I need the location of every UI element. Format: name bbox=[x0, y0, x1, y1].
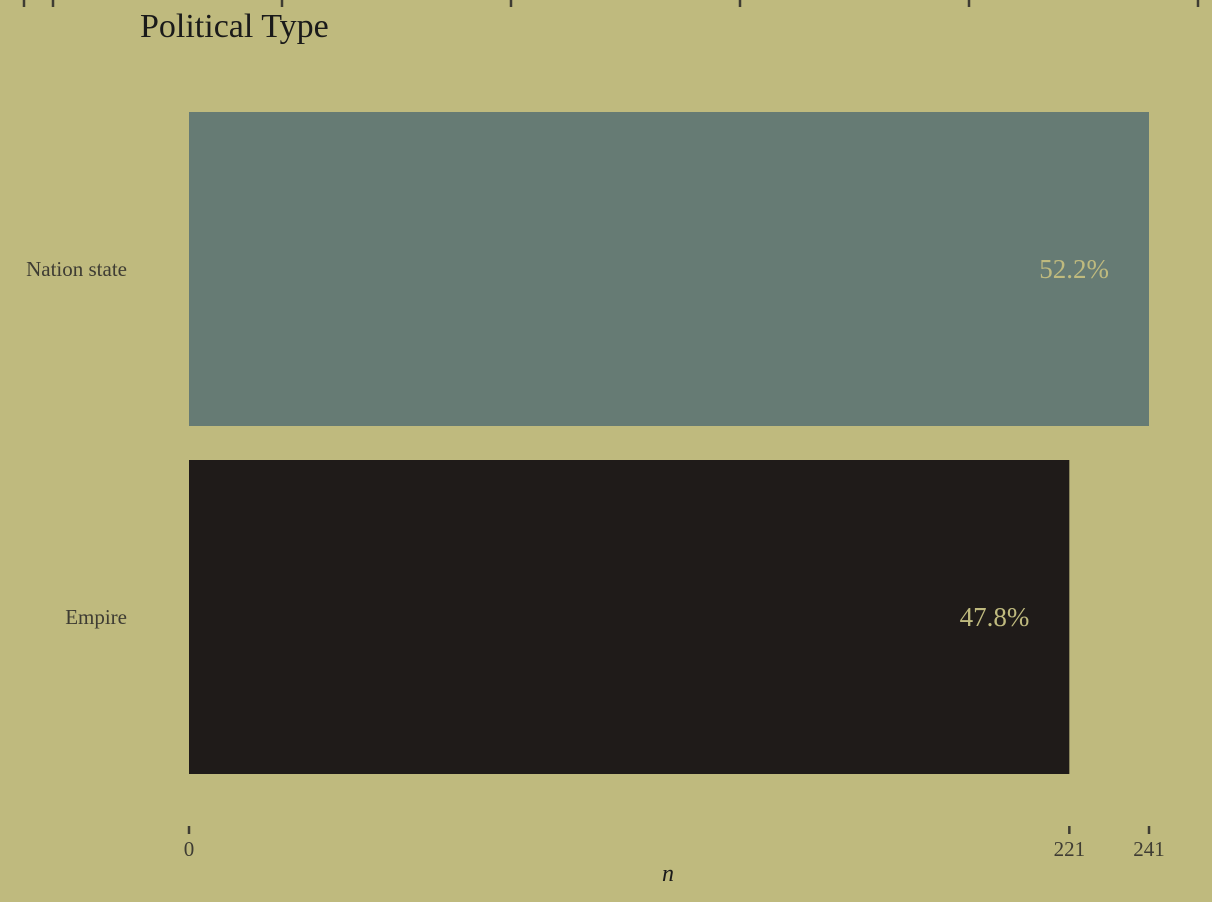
x-axis-title: n bbox=[662, 861, 674, 887]
y-axis-label: Nation state bbox=[26, 257, 127, 281]
x-tick-label: 221 bbox=[1054, 837, 1086, 861]
chart-title: Political Type bbox=[140, 8, 329, 45]
bars-group: 52.2% 47.8% bbox=[189, 112, 1149, 774]
y-axis-label: Empire bbox=[65, 605, 127, 629]
top-axis-ticks bbox=[22, 0, 1200, 7]
x-tick-label: 241 bbox=[1133, 837, 1165, 861]
y-axis-labels: Nation state Empire bbox=[26, 257, 127, 629]
bar-value-label: 52.2% bbox=[1039, 254, 1109, 284]
bar-value-label: 47.8% bbox=[960, 602, 1030, 632]
x-axis: 0 221 241 bbox=[184, 826, 1165, 861]
x-tick-label: 0 bbox=[184, 837, 195, 861]
bar-1 bbox=[189, 460, 1070, 774]
bar-0 bbox=[189, 112, 1149, 426]
